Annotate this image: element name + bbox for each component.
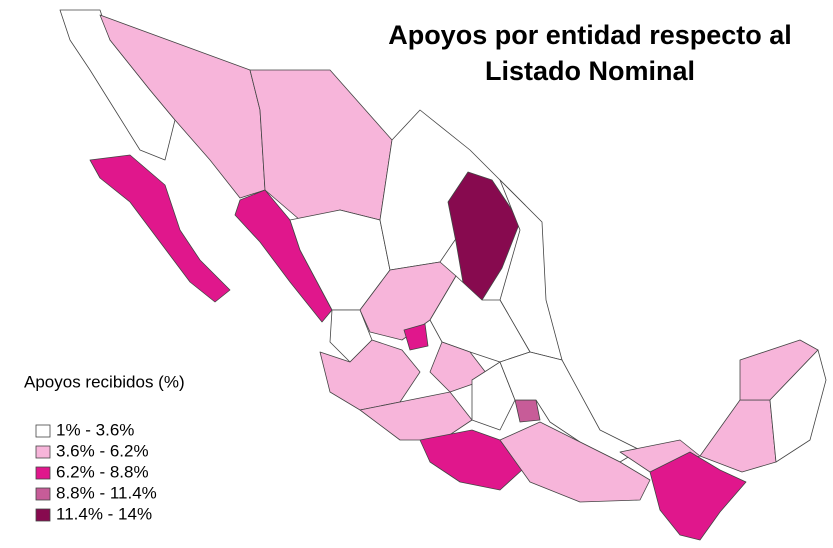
legend-swatch <box>35 424 51 438</box>
state <box>649 451 747 541</box>
legend-swatch <box>35 508 51 522</box>
legend-swatch <box>35 466 51 480</box>
legend-label: 11.4% - 14% <box>56 504 152 523</box>
legend: 1% - 3.6% 3.6% - 6.2% 6.2% - 8.8% 8.8% - 11… <box>35 420 157 523</box>
title-line: Apoyos por entidad respecto al <box>388 20 792 50</box>
legend-title: Apoyos recibidos (%) <box>24 372 185 391</box>
state <box>499 421 651 503</box>
legend-swatch <box>35 487 51 501</box>
legend-swatch <box>35 445 51 459</box>
state <box>403 323 429 351</box>
legend-label: 3.6% - 6.2% <box>56 441 149 460</box>
state <box>769 349 827 463</box>
state <box>319 339 421 411</box>
legend-label: 8.8% - 11.4% <box>56 483 157 502</box>
state <box>234 189 333 323</box>
legend-label: 6.2% - 8.8% <box>56 462 149 481</box>
title-line: Listado Nominal <box>485 56 695 86</box>
legend-label: 1% - 3.6% <box>56 420 134 439</box>
states <box>59 9 827 541</box>
state <box>419 429 523 491</box>
state <box>514 399 541 423</box>
state <box>89 154 231 303</box>
state <box>699 399 777 473</box>
state <box>471 361 516 431</box>
